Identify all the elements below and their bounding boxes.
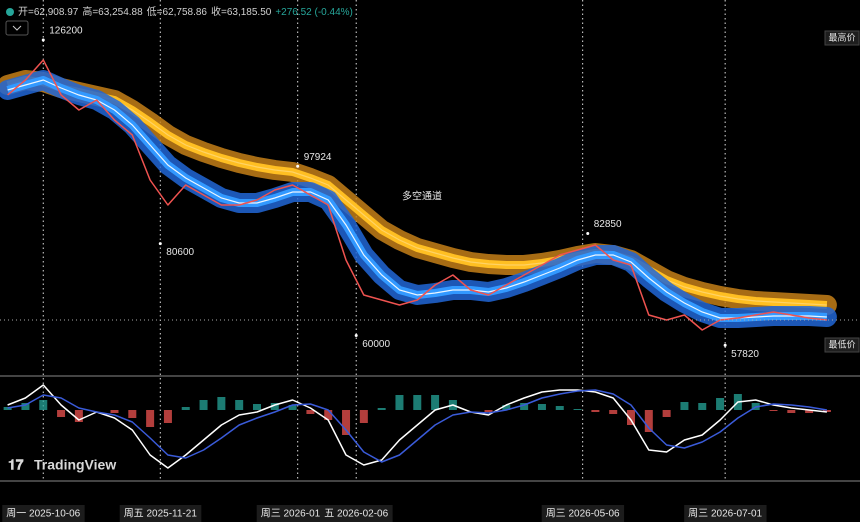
ohlc-high: 高=63,254.88 bbox=[82, 7, 143, 18]
high-label-box bbox=[824, 30, 860, 46]
watermark: TradingView bbox=[34, 457, 116, 473]
x-tick-label: 周三 2026-05-06 bbox=[546, 508, 620, 520]
histogram-bar bbox=[146, 410, 155, 427]
extreme-point bbox=[41, 38, 45, 42]
histogram-bar bbox=[413, 395, 422, 410]
x-tick-box bbox=[2, 505, 85, 522]
histogram-bar bbox=[181, 407, 190, 410]
extreme-label: 57820 bbox=[731, 349, 759, 360]
logo-mark: 𝟏𝟕 bbox=[8, 457, 24, 473]
extreme-point bbox=[158, 242, 162, 246]
histogram-bar bbox=[644, 410, 653, 432]
histogram-bar bbox=[359, 410, 368, 423]
x-tick-label: 周三 2026-07-01 bbox=[688, 508, 762, 520]
histogram-bar bbox=[627, 410, 636, 425]
extreme-point bbox=[723, 343, 727, 347]
indicator-line bbox=[7, 384, 827, 469]
histogram-bar bbox=[306, 410, 315, 414]
x-tick-box bbox=[256, 505, 340, 522]
low-label: 最低价 bbox=[828, 338, 855, 349]
histogram-bar bbox=[39, 400, 48, 410]
dropdown[interactable] bbox=[5, 20, 29, 36]
extreme-label: 60000 bbox=[362, 339, 390, 350]
histogram-bar bbox=[288, 405, 297, 410]
histogram-bar bbox=[324, 410, 333, 420]
histogram-bar bbox=[163, 410, 172, 423]
histogram-bar bbox=[573, 409, 582, 410]
histogram-bar bbox=[21, 403, 30, 410]
high-label: 最高价 bbox=[828, 31, 855, 42]
status-dot bbox=[6, 8, 14, 16]
extreme-point bbox=[586, 232, 590, 236]
histogram-bar bbox=[431, 395, 440, 410]
histogram-bar bbox=[555, 406, 564, 410]
histogram-bar bbox=[805, 410, 814, 413]
histogram-bar bbox=[680, 402, 689, 410]
x-tick-box bbox=[684, 505, 767, 522]
channel-core bbox=[6, 76, 828, 309]
histogram-bar bbox=[484, 410, 493, 412]
histogram-bar bbox=[74, 410, 83, 422]
extreme-label: 97924 bbox=[304, 152, 332, 163]
histogram-bar bbox=[270, 403, 279, 410]
channel-label: 多空通道 bbox=[402, 190, 442, 203]
x-tick-label: 周三 2026-01-14 bbox=[261, 508, 335, 520]
ohlc-low: 低=62,758.86 bbox=[146, 7, 207, 18]
low-label-box bbox=[824, 337, 860, 353]
histogram-bar bbox=[395, 395, 404, 410]
histogram-bar bbox=[769, 410, 778, 411]
ohlc-change: +276.52 (-0.44%) bbox=[275, 7, 353, 18]
histogram-bar bbox=[698, 403, 707, 410]
histogram-bar bbox=[235, 400, 244, 410]
histogram-bar bbox=[57, 410, 66, 417]
extreme-point bbox=[354, 334, 358, 338]
histogram-bar bbox=[609, 410, 618, 414]
channel-center bbox=[7, 79, 827, 306]
histogram-bar bbox=[502, 405, 511, 410]
histogram-bar bbox=[128, 410, 137, 418]
histogram-bar bbox=[3, 407, 12, 410]
price-line bbox=[7, 59, 827, 331]
histogram-bar bbox=[787, 410, 796, 413]
x-tick-box bbox=[119, 505, 202, 522]
extreme-label: 80600 bbox=[166, 247, 194, 258]
histogram-bar bbox=[199, 400, 208, 410]
x-tick-label: 周五 2025-11-21 bbox=[124, 508, 198, 520]
x-tick-label: 周一 2025-10-06 bbox=[6, 508, 80, 520]
x-tick-box bbox=[541, 505, 625, 522]
x-tick-label: 五 2026-02-06 bbox=[324, 509, 388, 520]
extreme-label: 82850 bbox=[594, 219, 622, 230]
histogram-bar bbox=[591, 410, 600, 412]
histogram-bar bbox=[217, 397, 226, 410]
histogram-bar bbox=[377, 408, 386, 410]
dropdown-icon[interactable] bbox=[12, 25, 22, 31]
histogram-bar bbox=[342, 410, 351, 435]
extreme-label: 126200 bbox=[49, 26, 83, 37]
indicator-line bbox=[7, 389, 828, 463]
ohlc-header: 开=62,908.97 高=63,254.88 低=62,758.86 收=63,18… bbox=[6, 3, 357, 18]
ohlc-close: 收=63,185.50 bbox=[210, 7, 272, 18]
histogram-bar bbox=[822, 410, 831, 412]
ohlc-open: 开=62,908.97 bbox=[18, 7, 79, 18]
x-tick-box bbox=[320, 505, 393, 522]
histogram-bar bbox=[520, 403, 529, 410]
histogram-bar bbox=[252, 404, 261, 410]
logo: 𝟏𝟕 TradingView bbox=[8, 457, 116, 473]
histogram-bar bbox=[662, 410, 671, 417]
channel-center bbox=[7, 79, 827, 319]
histogram-bar bbox=[537, 404, 546, 410]
histogram-bar bbox=[716, 398, 725, 410]
extreme-point bbox=[296, 164, 300, 168]
histogram-bar bbox=[110, 410, 119, 413]
